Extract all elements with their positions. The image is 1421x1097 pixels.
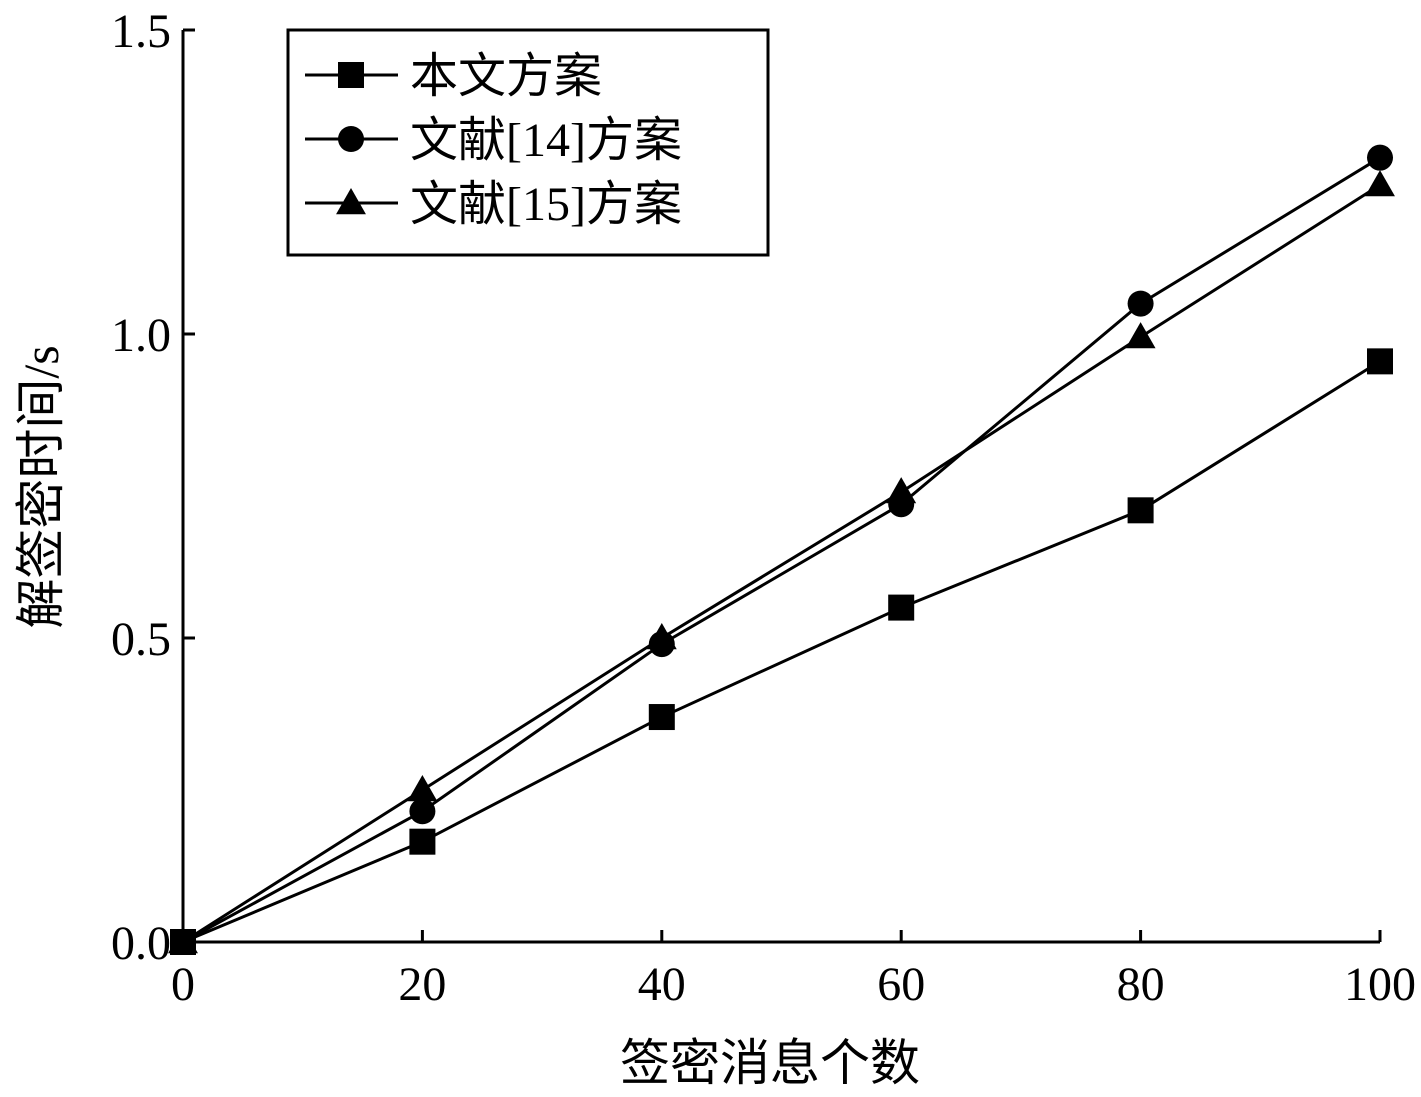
x-tick-label: 20 (398, 958, 446, 1011)
x-tick-label: 60 (877, 958, 925, 1011)
series-line (182, 183, 1381, 944)
x-tick-label: 80 (1117, 958, 1165, 1011)
series-group (170, 348, 1393, 955)
legend-marker (338, 62, 364, 88)
data-point (1127, 290, 1154, 317)
data-point (1367, 144, 1393, 171)
data-point (1127, 497, 1154, 524)
y-tick-label: 0.5 (111, 613, 171, 666)
data-point (886, 477, 917, 504)
legend-item: 文献[15]方案 (305, 178, 682, 231)
data-point (648, 704, 675, 731)
legend-label: 文献[14]方案 (410, 114, 682, 167)
legend-box (286, 28, 770, 257)
x-tick-label: 0 (171, 958, 195, 1011)
y-axis-title: 解签密时间/s (13, 345, 69, 628)
legend-label: 文献[15]方案 (410, 178, 682, 231)
data-point (168, 927, 198, 954)
data-series (168, 144, 1395, 955)
legend-marker (338, 126, 364, 152)
data-point (407, 775, 438, 802)
data-point (409, 798, 436, 825)
series-line (182, 156, 1381, 944)
legend-item: 本文方案 (305, 50, 602, 103)
ticks: 0 20 40 60 80 100 0.0 0.5 1.0 1.5 (111, 5, 1416, 1011)
data-point (1365, 170, 1395, 197)
axes (181, 30, 1380, 944)
y-tick-label: 1.0 (111, 309, 171, 362)
y-tick-label: 0.0 (111, 917, 171, 970)
x-tick-label: 100 (1344, 958, 1416, 1011)
data-point (1125, 322, 1156, 349)
data-point (409, 828, 436, 855)
series-line (182, 360, 1381, 944)
legend-marker (336, 188, 366, 215)
data-point (888, 594, 915, 621)
x-axis-title: 签密消息个数 (620, 1035, 920, 1091)
series-group (168, 170, 1395, 954)
data-point (1367, 348, 1393, 375)
data-point (646, 623, 677, 650)
y-tick-label: 1.5 (111, 5, 171, 58)
x-tick-label: 40 (638, 958, 686, 1011)
legend-item: 文献[14]方案 (305, 114, 682, 167)
legend-label: 本文方案 (410, 50, 602, 103)
